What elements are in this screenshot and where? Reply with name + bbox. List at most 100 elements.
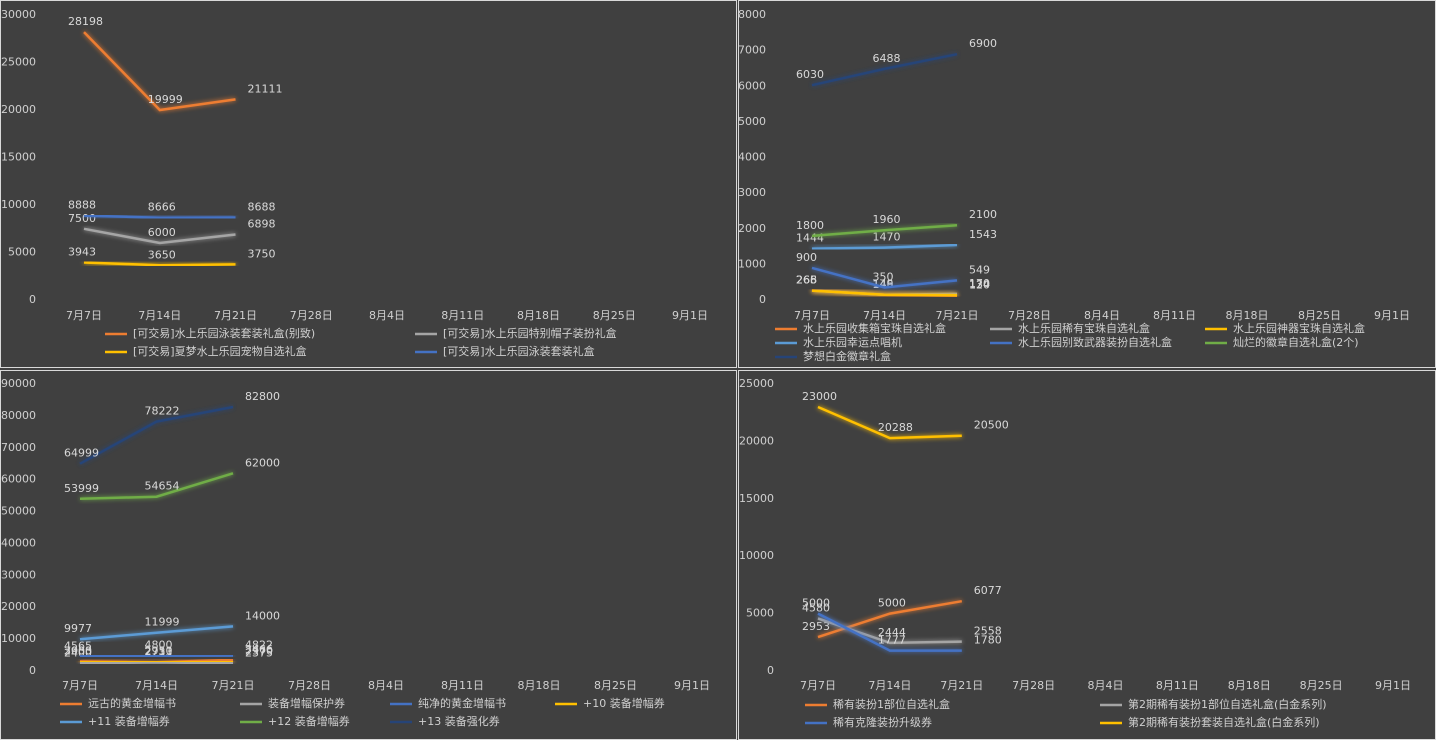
data-label: 54654 (145, 480, 180, 493)
data-label: 4565 (64, 639, 92, 652)
x-tick-label: 8月11日 (1153, 309, 1196, 322)
data-label: 2100 (969, 208, 997, 221)
x-tick-label: 8月25日 (593, 309, 636, 322)
legend-label: 第2期稀有装扮1部位自选礼盒(白金系列) (1128, 697, 1327, 711)
data-label: 9977 (64, 622, 92, 635)
data-label: 3750 (248, 247, 276, 260)
x-tick-label: 8月4日 (368, 679, 404, 692)
data-label: 6900 (969, 37, 997, 50)
panel-frame (0, 0, 737, 368)
legend-label: 灿烂的徽章自选礼盒(2个) (1233, 335, 1359, 349)
y-tick-label: 0 (759, 293, 766, 306)
x-tick-label: 8月11日 (441, 679, 484, 692)
series-line (811, 223, 958, 238)
data-label: 11999 (145, 616, 180, 629)
x-tick-label: 8月18日 (1228, 679, 1271, 692)
legend-label: +11 装备增幅券 (88, 714, 170, 728)
data-label: 20500 (974, 419, 1009, 432)
series-line (817, 599, 963, 639)
x-tick-label: 8月18日 (1226, 309, 1269, 322)
data-label: 2558 (974, 625, 1002, 638)
y-tick-label: 25000 (1, 56, 36, 69)
x-tick-label: 8月4日 (1084, 309, 1120, 322)
x-tick-label: 9月1日 (672, 309, 708, 322)
y-tick-label: 20000 (1, 103, 36, 116)
data-label: 28198 (68, 15, 103, 28)
data-label: 23000 (802, 390, 837, 403)
y-tick-label: 70000 (1, 441, 36, 454)
legend-label: 水上乐园收集箱宝珠自选礼盒 (803, 321, 946, 335)
data-label: 7500 (68, 212, 96, 225)
series-line (811, 243, 958, 250)
data-label: 78222 (145, 405, 180, 418)
y-tick-label: 1000 (738, 257, 766, 270)
series-line (811, 266, 958, 289)
x-tick-label: 8月18日 (518, 679, 561, 692)
y-tick-label: 10000 (739, 549, 774, 562)
series-line (79, 625, 234, 641)
legend-label: [可交易]水上乐园泳装套装礼盒(别致) (133, 326, 315, 340)
data-label: 3650 (148, 248, 176, 261)
series-line (79, 405, 234, 465)
y-tick-label: 30000 (1, 8, 36, 21)
y-tick-label: 5000 (746, 607, 774, 620)
x-tick-label: 7月28日 (290, 309, 333, 322)
data-label: 120 (969, 279, 990, 292)
data-label: 82800 (245, 390, 280, 403)
data-label: 2950 (145, 645, 173, 658)
data-label: 2444 (878, 626, 906, 639)
y-tick-label: 60000 (1, 473, 36, 486)
x-tick-label: 7月7日 (794, 309, 830, 322)
y-tick-label: 25000 (739, 377, 774, 390)
x-tick-label: 8月4日 (1088, 679, 1124, 692)
legend-label: 远古的黄金增幅书 (88, 696, 176, 710)
y-tick-label: 5000 (738, 115, 766, 128)
x-tick-label: 8月11日 (1156, 679, 1199, 692)
x-tick-label: 8月4日 (369, 309, 405, 322)
data-label: 1780 (974, 634, 1002, 647)
legend-label: 水上乐园神器宝珠自选礼盒 (1233, 321, 1365, 335)
series-line (83, 261, 236, 267)
y-tick-label: 10000 (1, 632, 36, 645)
y-tick-label: 15000 (739, 492, 774, 505)
legend-label: 纯净的黄金增幅书 (418, 696, 506, 710)
legend-label: 稀有装扮1部位自选礼盒 (833, 697, 950, 711)
data-label: 19999 (148, 93, 183, 106)
series-line (817, 405, 962, 440)
data-label: 1800 (796, 219, 824, 232)
data-label: 2953 (802, 620, 830, 633)
data-label: 53999 (64, 482, 99, 495)
x-tick-label: 9月1日 (674, 679, 710, 692)
legend-label: +12 装备增幅券 (268, 714, 350, 728)
series-line (811, 52, 958, 87)
data-label: 64999 (64, 447, 99, 460)
series-line (79, 654, 234, 658)
x-tick-label: 9月1日 (1374, 309, 1410, 322)
series-line (83, 214, 236, 219)
y-tick-label: 15000 (1, 151, 36, 164)
y-tick-label: 8000 (738, 8, 766, 21)
x-tick-label: 8月11日 (441, 309, 484, 322)
legend-label: +10 装备增幅券 (583, 696, 665, 710)
legend-label: 装备增幅保护券 (268, 696, 345, 710)
y-tick-label: 3000 (738, 186, 766, 199)
x-tick-label: 7月21日 (214, 309, 257, 322)
y-tick-label: 2000 (738, 222, 766, 235)
series-line (811, 289, 958, 297)
x-tick-label: 8月25日 (594, 679, 637, 692)
data-label: 350 (873, 271, 894, 284)
y-tick-label: 50000 (1, 505, 36, 518)
y-tick-label: 4000 (738, 151, 766, 164)
data-label: 21111 (248, 82, 283, 95)
data-label: 20288 (878, 421, 913, 434)
legend-label: [可交易]水上乐园泳装套装礼盒 (443, 344, 595, 358)
x-tick-label: 7月7日 (800, 679, 836, 692)
data-label: 2933 (64, 645, 92, 658)
data-label: 6488 (873, 52, 901, 65)
legend-label: 水上乐园别致武器装扮自选礼盒 (1018, 335, 1172, 349)
y-tick-label: 0 (29, 664, 36, 677)
data-label: 2375 (245, 646, 273, 659)
data-label: 265 (796, 274, 817, 287)
data-label: 3943 (68, 246, 96, 259)
data-label: 1470 (873, 231, 901, 244)
